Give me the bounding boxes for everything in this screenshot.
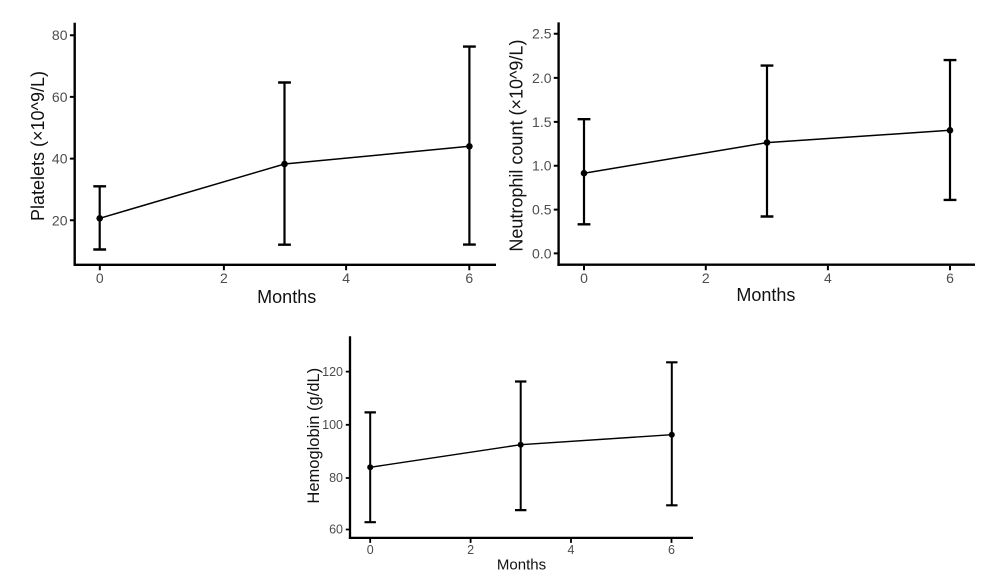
svg-text:4: 4	[824, 270, 832, 286]
svg-text:2.5: 2.5	[532, 26, 552, 42]
svg-text:Hemoglobin (g/dL): Hemoglobin (g/dL)	[305, 368, 323, 504]
svg-text:2: 2	[220, 270, 228, 286]
svg-text:60: 60	[52, 89, 68, 105]
svg-text:4: 4	[568, 543, 575, 557]
svg-text:40: 40	[52, 151, 68, 167]
svg-text:60: 60	[329, 523, 343, 537]
svg-text:2: 2	[702, 270, 710, 286]
svg-text:120: 120	[322, 365, 343, 379]
svg-text:Months: Months	[736, 285, 795, 305]
svg-text:6: 6	[465, 270, 473, 286]
svg-text:6: 6	[668, 543, 675, 557]
svg-text:1.0: 1.0	[532, 158, 552, 174]
svg-text:Months: Months	[257, 287, 316, 307]
svg-text:2.0: 2.0	[532, 70, 552, 86]
svg-text:80: 80	[52, 27, 68, 43]
svg-text:2: 2	[467, 543, 474, 557]
svg-text:0.5: 0.5	[532, 202, 552, 218]
svg-text:Neutrophil count (×10^9/L): Neutrophil count (×10^9/L)	[507, 40, 527, 252]
svg-text:100: 100	[322, 418, 343, 432]
svg-text:80: 80	[329, 471, 343, 485]
svg-text:4: 4	[342, 270, 350, 286]
svg-text:0: 0	[96, 270, 104, 286]
svg-text:0: 0	[367, 543, 374, 557]
svg-text:0: 0	[580, 270, 588, 286]
svg-text:Platelets (×10^9/L): Platelets (×10^9/L)	[28, 71, 48, 221]
svg-text:20: 20	[52, 212, 68, 228]
svg-text:0.0: 0.0	[532, 245, 552, 261]
svg-text:6: 6	[946, 270, 954, 286]
svg-text:Months: Months	[497, 556, 546, 573]
svg-text:1.5: 1.5	[532, 114, 552, 130]
